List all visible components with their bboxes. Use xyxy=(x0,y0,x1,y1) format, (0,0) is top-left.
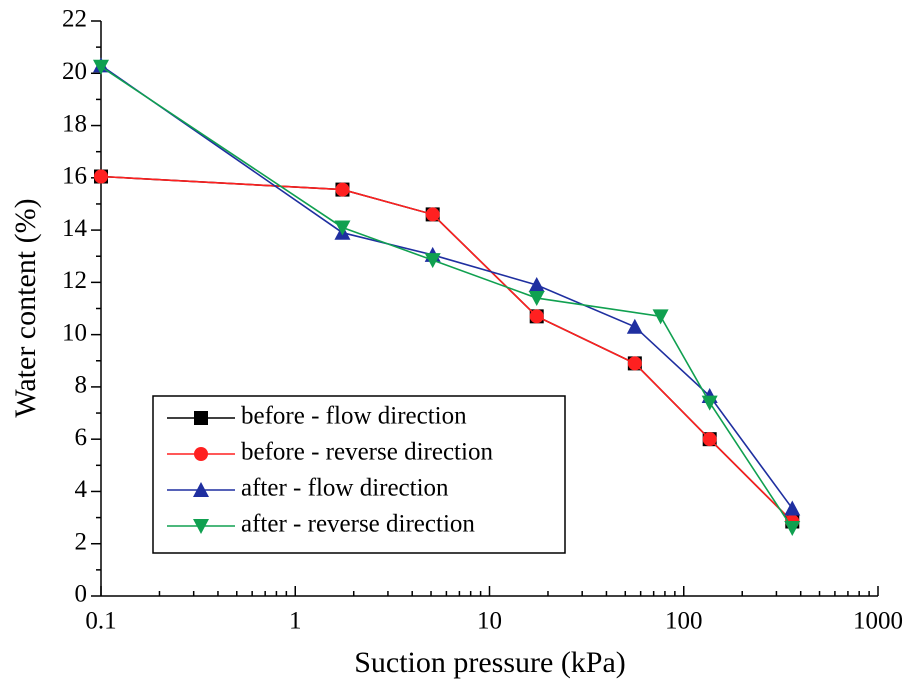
data-point xyxy=(701,395,718,411)
x-tick-label: 10 xyxy=(477,608,502,635)
x-tick-label: 1000 xyxy=(853,608,903,635)
x-tick-label: 0.1 xyxy=(85,608,116,635)
legend-label: before - reverse direction xyxy=(241,439,493,466)
data-point xyxy=(334,220,351,236)
data-point xyxy=(784,500,801,516)
data-point xyxy=(626,318,643,334)
y-tick-label: 20 xyxy=(62,58,87,85)
data-point xyxy=(335,182,350,197)
y-tick-label: 16 xyxy=(62,163,87,190)
x-axis-label: Suction pressure (kPa) xyxy=(354,646,626,679)
y-tick-label: 12 xyxy=(62,267,87,294)
legend-marker xyxy=(194,411,208,425)
y-tick-label: 0 xyxy=(75,581,88,608)
legend-label: after - reverse direction xyxy=(241,511,475,538)
y-tick-label: 4 xyxy=(75,476,88,503)
y-axis-label: Water content (%) xyxy=(9,198,42,417)
legend-marker xyxy=(194,447,208,461)
data-point xyxy=(528,291,545,307)
legend-label: after - flow direction xyxy=(241,475,449,502)
data-point xyxy=(528,276,545,292)
data-point xyxy=(425,207,440,222)
data-point xyxy=(94,169,108,184)
legend-label: before - flow direction xyxy=(241,403,467,430)
legend-marker xyxy=(193,519,209,534)
data-point xyxy=(424,253,441,269)
y-tick-label: 18 xyxy=(62,110,87,137)
data-point xyxy=(702,432,717,447)
data-point xyxy=(652,309,669,325)
y-tick-label: 22 xyxy=(62,6,87,33)
legend-marker xyxy=(193,482,209,497)
y-tick-label: 8 xyxy=(75,372,88,399)
data-point xyxy=(627,356,642,371)
y-tick-label: 2 xyxy=(75,528,88,555)
y-tick-label: 10 xyxy=(62,319,87,346)
y-tick-label: 6 xyxy=(75,424,88,451)
data-point xyxy=(529,309,544,324)
y-tick-label: 14 xyxy=(62,215,88,242)
legend-box xyxy=(152,395,566,554)
x-tick-label: 1 xyxy=(289,608,302,635)
data-point xyxy=(93,59,109,75)
x-tick-label: 100 xyxy=(665,608,703,635)
data-point xyxy=(784,521,801,537)
